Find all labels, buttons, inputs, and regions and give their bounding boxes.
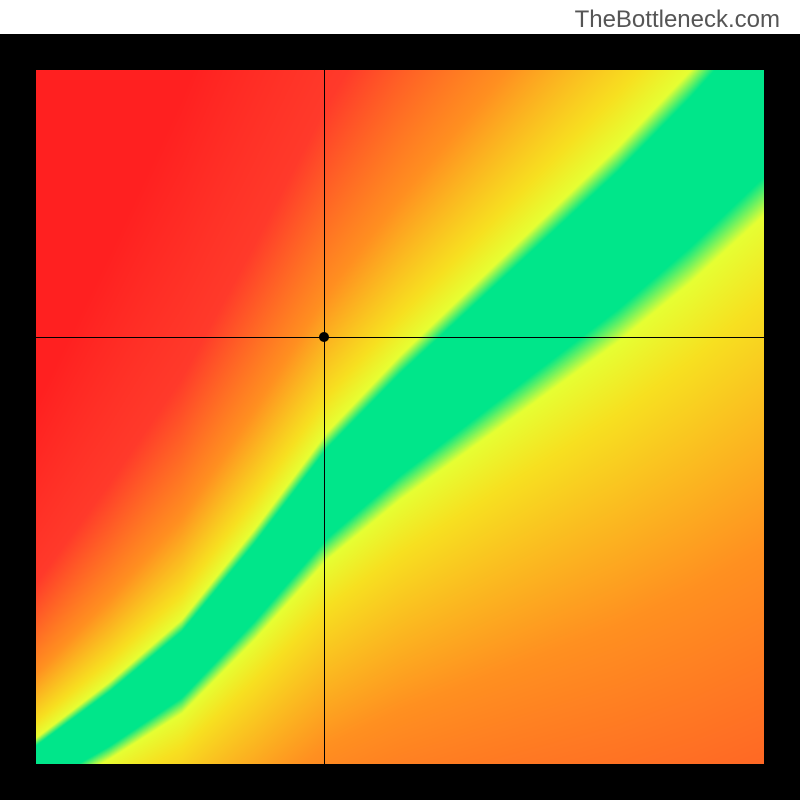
crosshair-dot xyxy=(319,332,329,342)
heatmap-canvas xyxy=(36,70,764,764)
watermark-text: TheBottleneck.com xyxy=(575,6,780,34)
crosshair-vertical xyxy=(324,70,325,764)
chart-container: TheBottleneck.com xyxy=(0,0,800,800)
crosshair-horizontal xyxy=(36,337,764,338)
plot-area xyxy=(36,70,764,764)
